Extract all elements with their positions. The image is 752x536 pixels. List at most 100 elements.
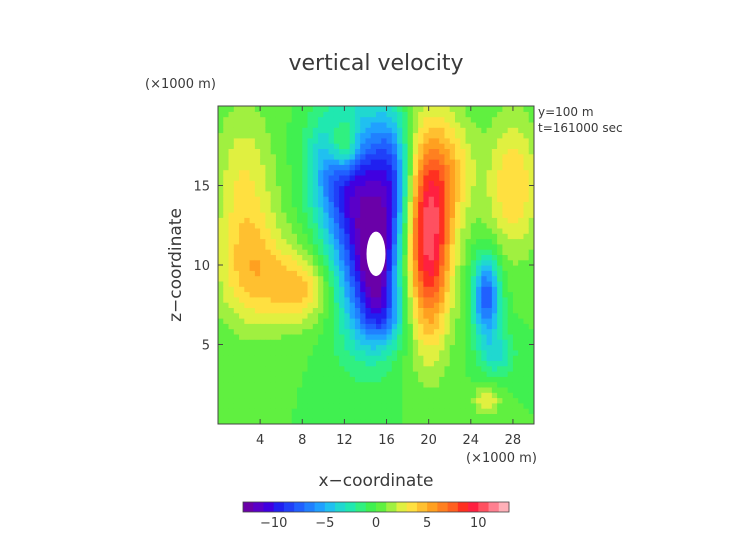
heatmap-cell bbox=[523, 275, 530, 282]
heatmap-cell bbox=[218, 381, 224, 388]
heatmap-cell bbox=[407, 121, 414, 128]
heatmap-cell bbox=[412, 233, 419, 240]
heatmap-cell bbox=[339, 227, 345, 234]
heatmap-cell bbox=[449, 190, 456, 197]
heatmap-cell bbox=[481, 413, 488, 420]
heatmap-cell bbox=[381, 190, 388, 197]
heatmap-cell bbox=[507, 111, 514, 118]
heatmap-cell bbox=[391, 259, 398, 266]
heatmap-cell bbox=[444, 408, 451, 414]
heatmap-cell bbox=[433, 307, 440, 314]
heatmap-cell bbox=[465, 159, 472, 165]
heatmap-cell bbox=[281, 402, 288, 409]
heatmap-cell bbox=[486, 344, 493, 351]
heatmap-cell bbox=[265, 206, 272, 213]
heatmap-cell bbox=[297, 402, 303, 409]
heatmap-cell bbox=[270, 339, 277, 346]
heatmap-cell bbox=[281, 291, 288, 298]
heatmap-cell bbox=[312, 402, 319, 409]
heatmap-cell bbox=[507, 180, 514, 187]
heatmap-cell bbox=[260, 174, 266, 181]
colorbar-swatch bbox=[447, 502, 459, 512]
heatmap-cell bbox=[218, 196, 224, 202]
heatmap-cell bbox=[297, 381, 303, 388]
heatmap-cell bbox=[228, 159, 235, 165]
heatmap-cell bbox=[360, 291, 367, 298]
heatmap-cell bbox=[455, 397, 461, 404]
heatmap-cell bbox=[512, 381, 519, 388]
heatmap-cell bbox=[312, 159, 319, 165]
heatmap-cell bbox=[286, 397, 293, 404]
heatmap-cell bbox=[249, 280, 256, 287]
heatmap-cell bbox=[391, 333, 398, 340]
heatmap-cell bbox=[502, 254, 509, 261]
heatmap-cell bbox=[455, 174, 461, 181]
heatmap-cell bbox=[302, 111, 309, 118]
heatmap-cell bbox=[239, 355, 245, 361]
heatmap-cell bbox=[339, 318, 345, 324]
heatmap-cell bbox=[444, 344, 451, 351]
heatmap-cell bbox=[344, 365, 351, 372]
heatmap-cell bbox=[381, 323, 388, 330]
heatmap-cell bbox=[523, 159, 530, 165]
heatmap-cell bbox=[339, 206, 345, 213]
heatmap-cell bbox=[486, 381, 493, 388]
heatmap-cell bbox=[402, 392, 409, 399]
heatmap-cell bbox=[523, 222, 530, 229]
heatmap-cell bbox=[249, 333, 256, 340]
heatmap-cell bbox=[339, 137, 345, 144]
heatmap-cell bbox=[439, 121, 446, 128]
heatmap-cell bbox=[339, 132, 345, 139]
heatmap-cell bbox=[354, 127, 361, 134]
heatmap-cell bbox=[270, 355, 277, 361]
heatmap-cell bbox=[386, 227, 393, 234]
heatmap-cell bbox=[270, 148, 277, 155]
heatmap-cell bbox=[528, 275, 534, 282]
heatmap-cell bbox=[323, 206, 330, 213]
heatmap-cell bbox=[360, 254, 367, 261]
heatmap-cell bbox=[244, 238, 251, 245]
heatmap-cell bbox=[323, 222, 330, 229]
heatmap-cell bbox=[518, 318, 525, 324]
heatmap-cell bbox=[265, 275, 272, 282]
heatmap-cell bbox=[507, 286, 514, 293]
heatmap-cell bbox=[523, 190, 530, 197]
heatmap-cell bbox=[481, 196, 488, 202]
heatmap-cell bbox=[281, 227, 288, 234]
heatmap-cell bbox=[486, 148, 493, 155]
heatmap-cell bbox=[376, 296, 382, 303]
heatmap-cell bbox=[497, 254, 503, 261]
heatmap-cell bbox=[381, 111, 388, 118]
heatmap-cell bbox=[428, 365, 435, 372]
heatmap-cell bbox=[249, 174, 256, 181]
heatmap-cell bbox=[328, 212, 335, 218]
heatmap-cell bbox=[365, 418, 372, 424]
heatmap-cell bbox=[344, 413, 351, 420]
heatmap-cell bbox=[470, 280, 477, 287]
heatmap-cell bbox=[223, 153, 230, 160]
heatmap-cell bbox=[518, 296, 525, 303]
heatmap-cell bbox=[360, 355, 367, 361]
heatmap-cell bbox=[291, 318, 298, 324]
heatmap-cell bbox=[328, 333, 335, 340]
heatmap-cell bbox=[260, 318, 266, 324]
heatmap-cell bbox=[323, 339, 330, 346]
heatmap-cell bbox=[418, 185, 424, 192]
heatmap-cell bbox=[449, 249, 456, 255]
heatmap-cell bbox=[518, 148, 525, 155]
heatmap-cell bbox=[233, 153, 240, 160]
heatmap-cell bbox=[428, 137, 435, 144]
heatmap-cell bbox=[244, 164, 251, 171]
heatmap-cell bbox=[381, 143, 388, 149]
heatmap-cell bbox=[507, 190, 514, 197]
heatmap-cell bbox=[418, 217, 424, 224]
heatmap-cell bbox=[344, 408, 351, 414]
heatmap-cell bbox=[302, 169, 309, 176]
heatmap-cell bbox=[265, 265, 272, 271]
heatmap-cell bbox=[244, 371, 251, 377]
heatmap-cell bbox=[476, 249, 482, 255]
heatmap-cell bbox=[507, 116, 514, 123]
heatmap-cell bbox=[360, 397, 367, 404]
heatmap-cell bbox=[397, 137, 403, 144]
heatmap-cell bbox=[223, 312, 230, 319]
